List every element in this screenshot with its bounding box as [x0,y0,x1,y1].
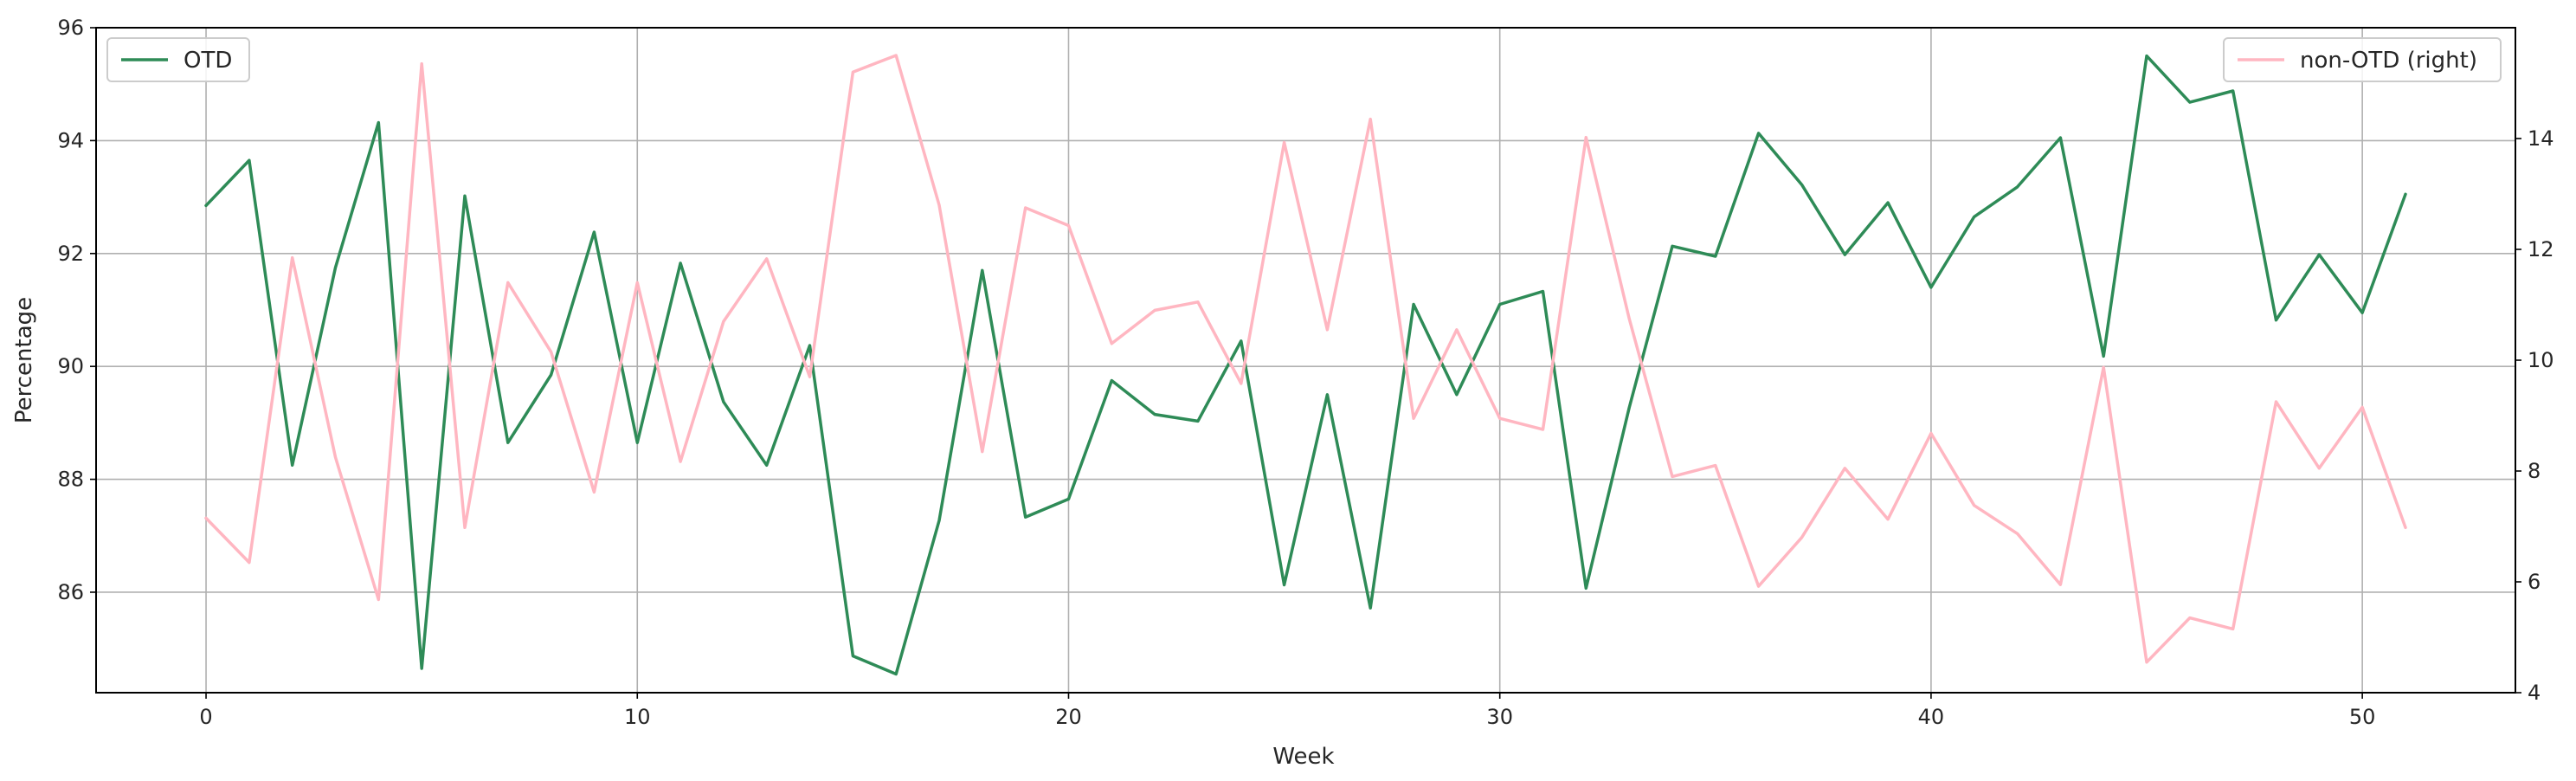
y-tick-label-92: 92 [57,242,84,266]
legend-right-box [2223,37,2502,82]
x-tick-label-0: 0 [199,705,212,729]
x-tick-label-30: 30 [1486,705,1513,729]
legend-label-otd: OTD [184,48,232,74]
series-line-non-otd [204,54,2407,664]
y-tick-label-96: 96 [57,16,84,40]
x-axis-label: Week [1272,744,1334,770]
y2-tick-label-4: 4 [2528,681,2541,705]
x-tick-label-10: 10 [624,705,651,729]
y-axis-right: 4 6 8 10 12 14 [2515,126,2554,705]
y-tick-label-94: 94 [57,128,84,152]
legend-left-box [106,37,250,82]
x-tick-label-40: 40 [1918,705,1945,729]
legend-left: OTD [106,37,250,82]
y2-tick-label-6: 6 [2528,570,2541,594]
y2-tick-label-14: 14 [2528,126,2554,151]
y2-tick-label-10: 10 [2528,348,2554,372]
y-tick-label-88: 88 [57,468,84,492]
legend-right: non-OTD (right) [2223,37,2502,82]
y-tick-label-90: 90 [57,354,84,378]
y-axis-label: Percentage [11,297,37,423]
y-axis-left: 86 88 90 92 94 96 [57,16,96,604]
x-axis: 0 10 20 30 40 50 [199,693,2375,729]
y2-tick-label-8: 8 [2528,459,2541,483]
y2-tick-label-12: 12 [2528,237,2554,261]
x-tick-label-50: 50 [2349,705,2376,729]
legend-label-non-otd: non-OTD (right) [2300,48,2477,74]
x-tick-label-20: 20 [1055,705,1082,729]
series-layer [204,54,2407,676]
series-line-otd [204,54,2407,676]
y-tick-label-86: 86 [57,580,84,604]
